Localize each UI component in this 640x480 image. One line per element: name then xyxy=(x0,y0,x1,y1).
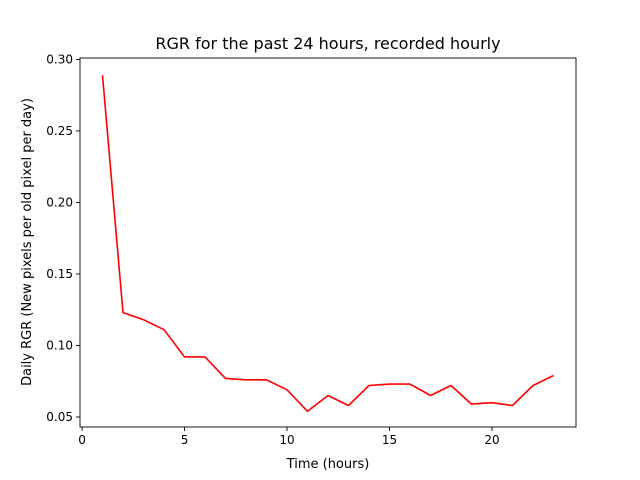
y-tick-label: 0.05 xyxy=(46,410,73,424)
plot-area: 0 5 10 15 20 0.05 0.10 0.15 0.20 0.25 0.30 xyxy=(46,52,577,447)
series-line-0 xyxy=(101,75,554,413)
y-tick-label: 0.25 xyxy=(46,124,73,138)
y-tick-label: 0.10 xyxy=(46,338,73,352)
axes-frame xyxy=(79,57,577,428)
y-tick-label: 0.20 xyxy=(46,195,73,209)
chart-title: RGR for the past 24 hours, recorded hour… xyxy=(155,34,500,53)
x-tick-label: 10 xyxy=(279,433,294,447)
y-tick-label: 0.30 xyxy=(46,52,73,66)
x-tick-label: 15 xyxy=(382,433,397,447)
y-tick-label: 0.15 xyxy=(46,267,73,281)
y-axis-label: Daily RGR (New pixels per old pixel per … xyxy=(20,98,35,386)
x-tick-label: 20 xyxy=(484,433,499,447)
x-tick-label: 0 xyxy=(78,433,86,447)
x-tick-label: 5 xyxy=(181,433,189,447)
x-axis-label: Time (hours) xyxy=(286,457,370,472)
